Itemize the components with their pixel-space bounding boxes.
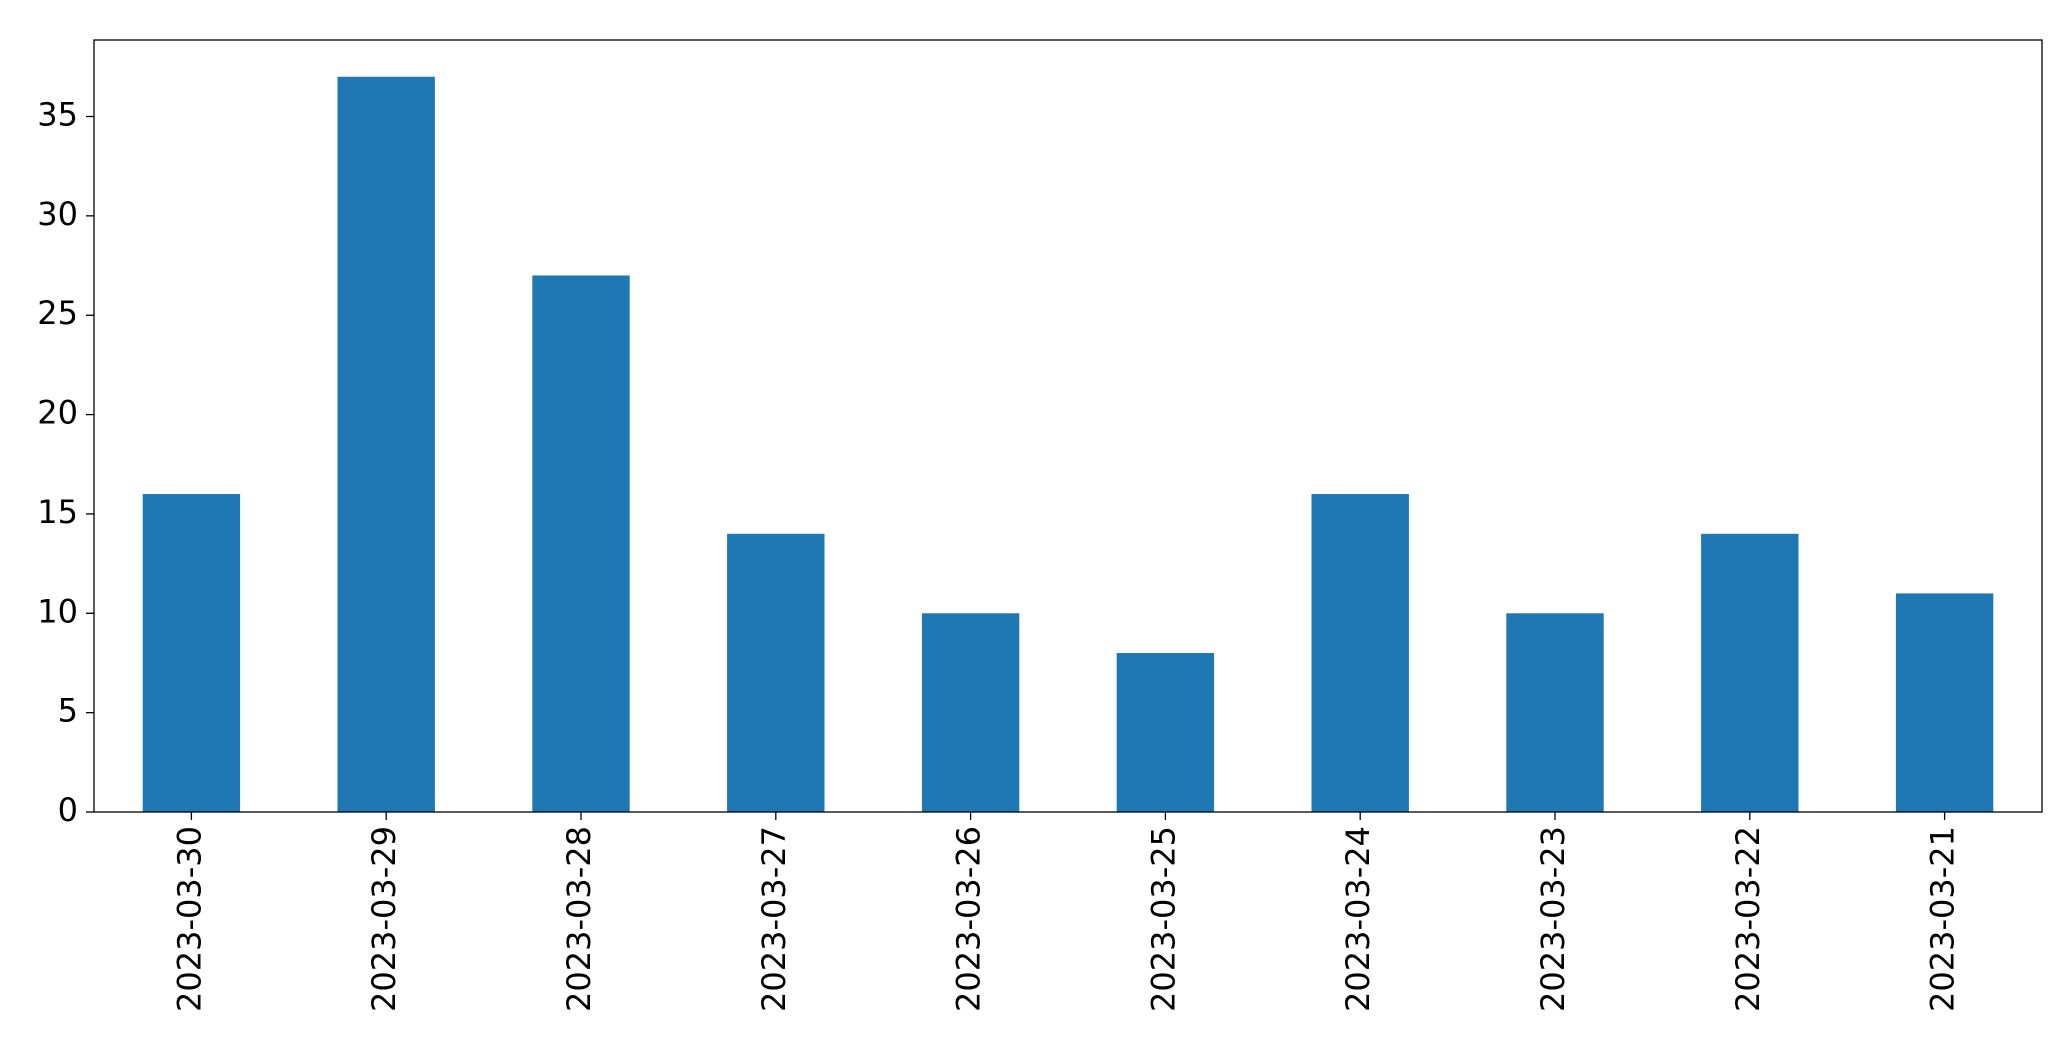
y-tick-label: 20 [37, 394, 78, 432]
bar [727, 533, 825, 812]
y-tick-label: 15 [37, 493, 78, 531]
y-tick-label: 30 [37, 195, 78, 233]
x-tick-label: 2023-03-28 [560, 826, 598, 1012]
bar [142, 494, 241, 812]
bar [1311, 494, 1409, 812]
bar [1701, 533, 1799, 812]
x-tick-label: 2023-03-21 [1924, 826, 1962, 1012]
bar [532, 275, 630, 812]
bar [921, 613, 1020, 812]
y-tick-label: 0 [58, 791, 78, 829]
x-tick-label: 2023-03-23 [1534, 826, 1572, 1012]
y-tick-label: 35 [37, 96, 78, 134]
bar [1895, 593, 1994, 812]
x-tick-label: 2023-03-26 [950, 826, 988, 1012]
x-tick-label: 2023-03-22 [1729, 826, 1767, 1012]
x-tick-label: 2023-03-29 [365, 826, 403, 1012]
y-tick-label: 10 [37, 592, 78, 630]
bar [1506, 613, 1604, 812]
bar [337, 76, 435, 812]
y-tick-label: 25 [37, 294, 78, 332]
bar [1116, 653, 1215, 812]
y-tick-label: 5 [58, 692, 78, 730]
x-tick-label: 2023-03-30 [170, 826, 208, 1012]
axes-frame [93, 39, 2043, 813]
x-tick-label: 2023-03-24 [1339, 826, 1377, 1012]
x-tick-label: 2023-03-25 [1144, 826, 1182, 1012]
x-tick-label: 2023-03-27 [755, 826, 793, 1012]
